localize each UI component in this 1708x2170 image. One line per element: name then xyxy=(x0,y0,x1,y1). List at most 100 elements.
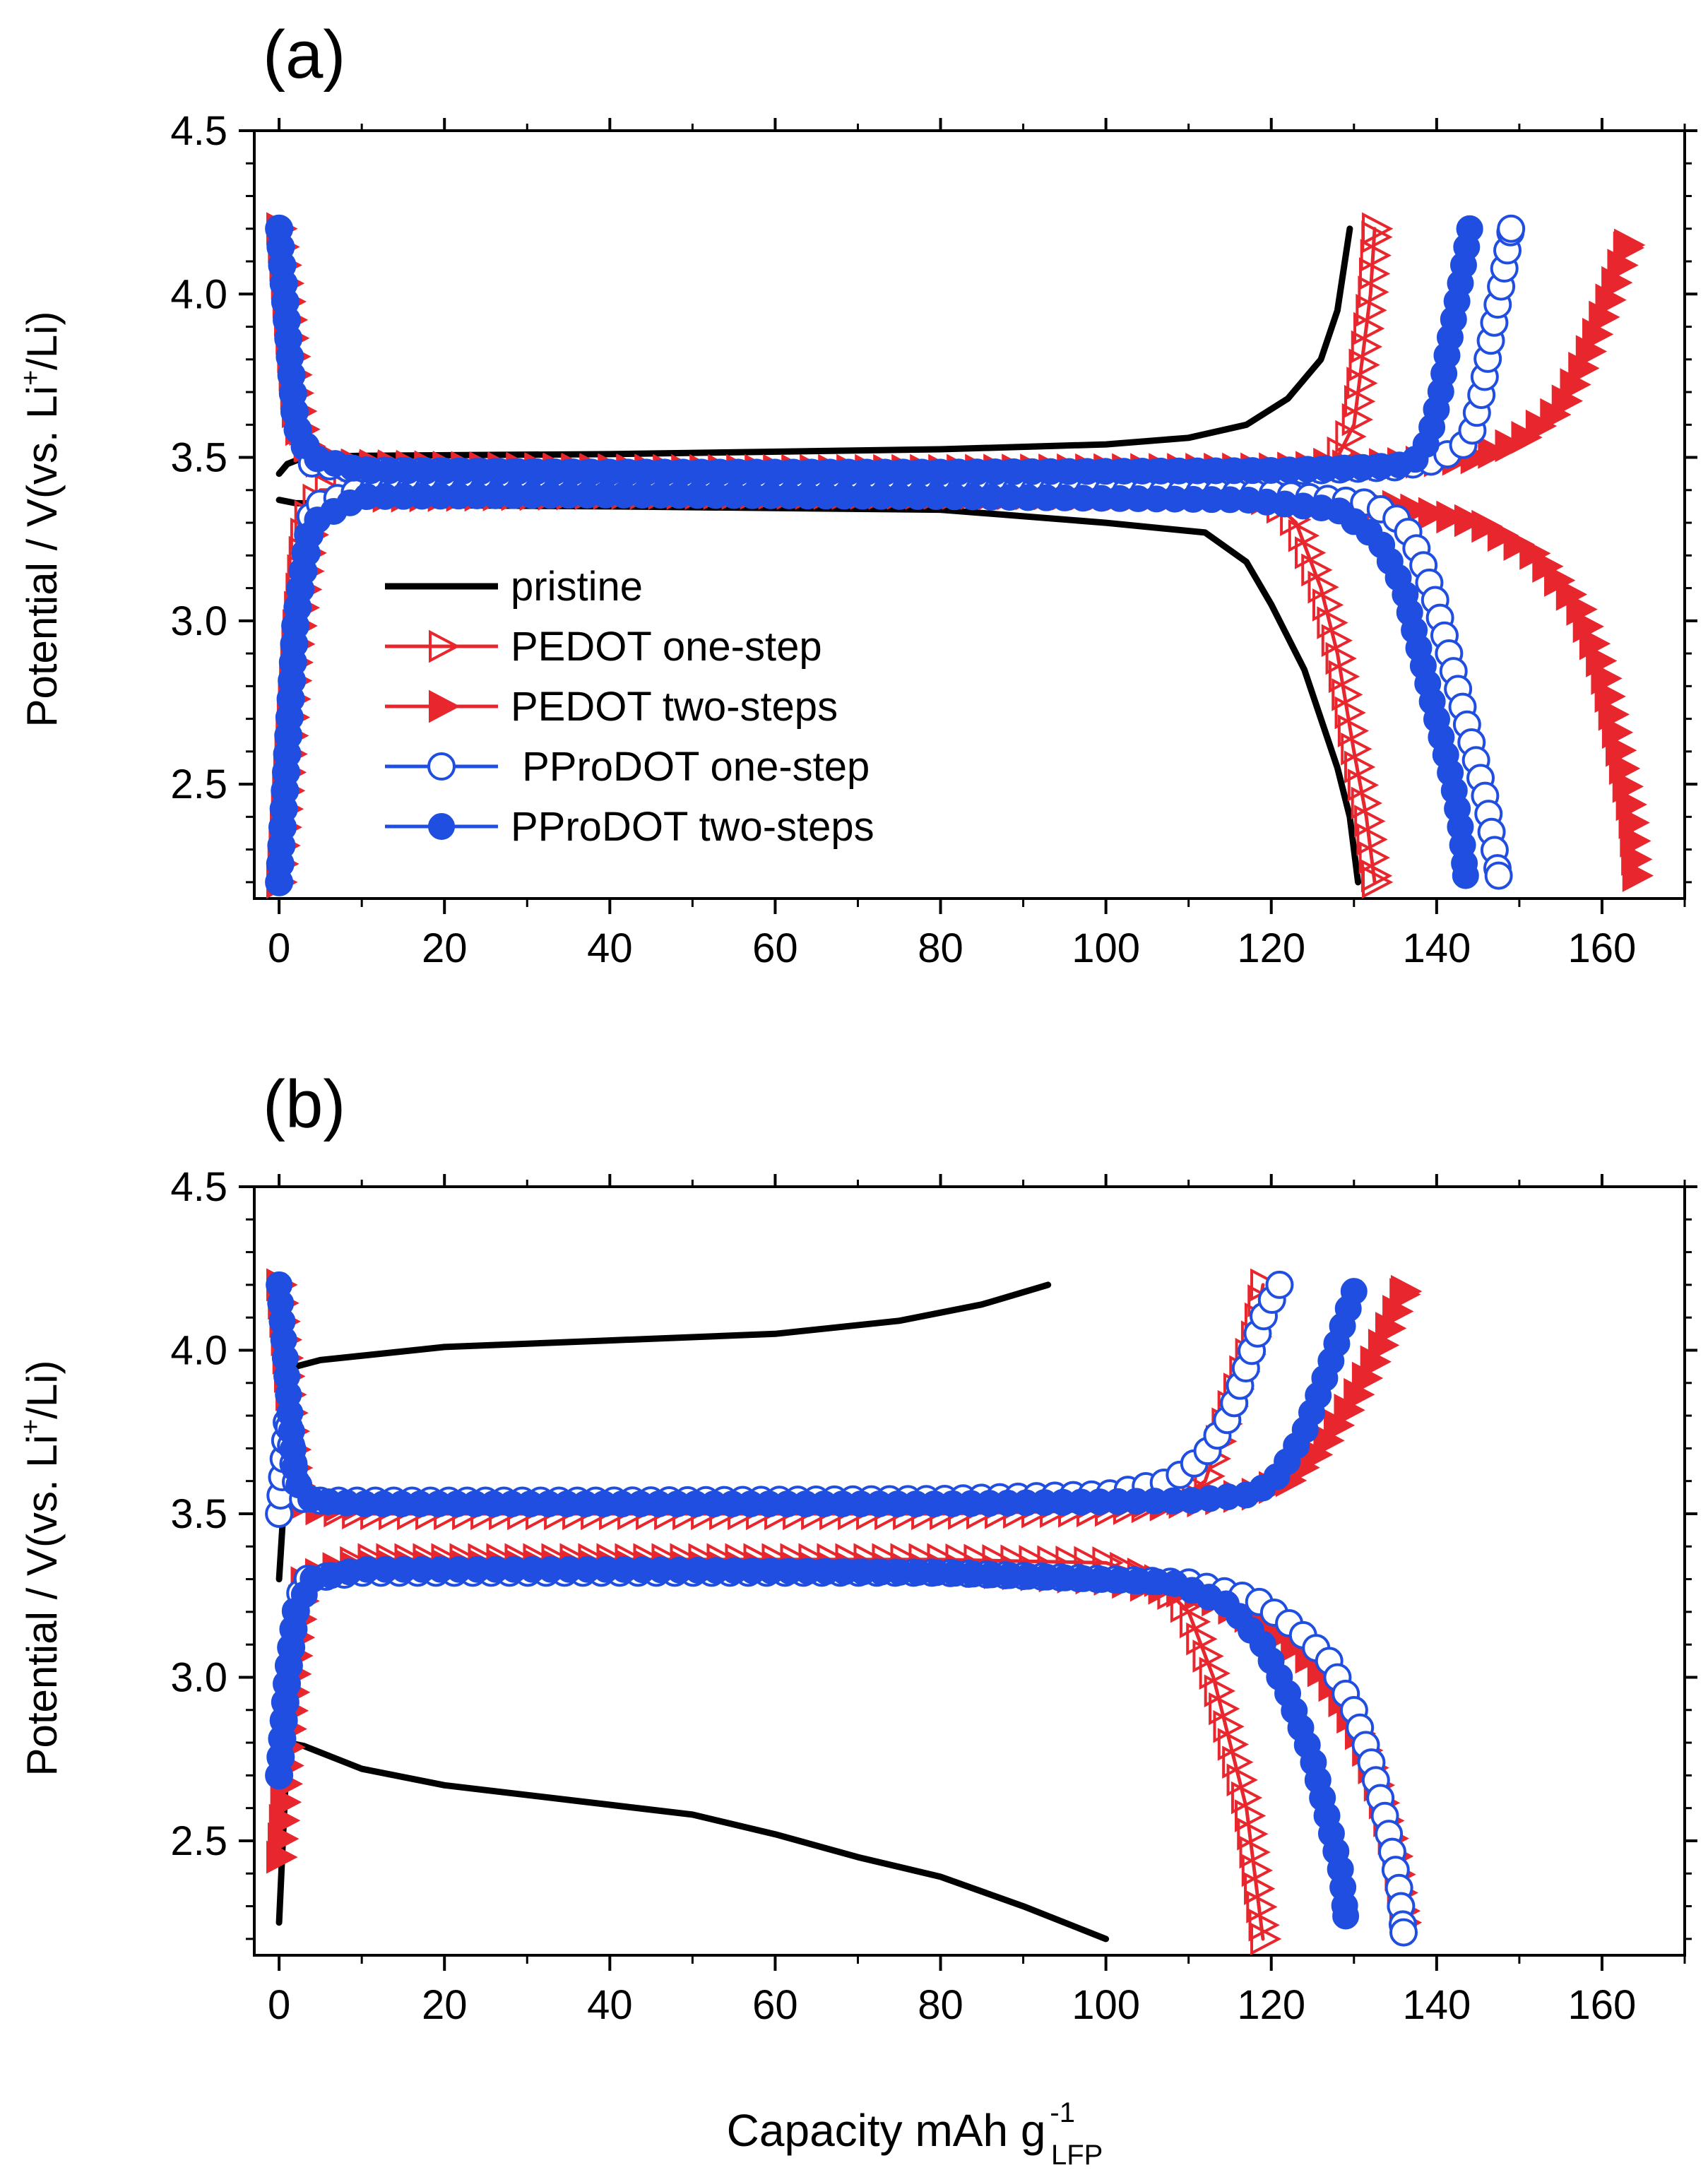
panel-b-label: (b) xyxy=(263,1067,345,1142)
panel-a-series-pprodot-two-steps xyxy=(266,215,1483,896)
panel-a-x-tick-label-100: 100 xyxy=(1072,925,1140,971)
panel-a-pedot-one-step-charge-marker-71 xyxy=(1341,403,1374,437)
panel-b-pedot-one-step-discharge-marker-83 xyxy=(1250,1922,1282,1955)
panel-b-x-tick-label-80: 80 xyxy=(918,1982,963,2028)
panel-b-pprodot-one-step-charge-marker-70 xyxy=(1265,1270,1294,1299)
panel-a-pedot-two-steps-charge-marker-78 xyxy=(1495,429,1526,463)
panel-a-pedot-one-step-charge-marker-80 xyxy=(1360,239,1392,272)
panel-b-x-tick-label-120: 120 xyxy=(1237,1982,1305,2028)
legend-item-pprodot-one-step: PProDOT one-step xyxy=(385,744,870,790)
panel-b-x-tick-label-20: 20 xyxy=(422,1982,468,2028)
panel-a-pedot-one-step-discharge-marker-83 xyxy=(1325,641,1357,675)
legend-item-pristine: pristine xyxy=(385,564,643,610)
panel-b-pprodot-one-step-discharge-marker-84 xyxy=(1389,1918,1418,1947)
panel-a-pprodot-one-step-charge-marker-89 xyxy=(1497,214,1526,243)
panel-a-pedot-one-step-charge-marker-72 xyxy=(1344,384,1376,418)
panel-a-pedot-one-step-discharge-marker-96 xyxy=(1362,865,1394,899)
panel-a-y-tick-label-4.5: 4.5 xyxy=(170,108,227,154)
panel-a-pedot-one-step-discharge-marker-84 xyxy=(1328,660,1360,694)
panel-a-pedot-one-step-discharge-marker-87 xyxy=(1337,714,1370,747)
panel-b-pprodot-two-steps-discharge-marker-80 xyxy=(1332,1902,1360,1930)
panel-a-pprodot-two-steps-discharge-marker-98 xyxy=(1452,862,1479,889)
panel-b-y-tick-label-4.0: 4.0 xyxy=(170,1327,227,1373)
panel-a-pedot-two-steps-discharge-marker-86 xyxy=(1503,528,1535,561)
panel-a-frame xyxy=(253,129,1686,900)
panel-a-x-tick-label-120: 120 xyxy=(1237,925,1305,971)
panel-a-pedot-one-step-charge-marker-79 xyxy=(1359,257,1391,290)
legend-label-pedot-one-step: PEDOT one-step xyxy=(511,624,822,670)
panel-b-x-tick-label-160: 160 xyxy=(1568,1982,1637,2028)
panel-a-pedot-one-step-charge-marker-74 xyxy=(1348,348,1380,381)
panel-b-x-tick-label-60: 60 xyxy=(752,1982,798,2028)
legend-item-pedot-two-steps: PEDOT two-steps xyxy=(385,684,838,730)
panel-a-pedot-one-step-discharge-marker-89 xyxy=(1344,750,1376,784)
panel-a-pedot-two-steps-charge-marker-77 xyxy=(1478,436,1510,469)
panel-a-x-tick-label-40: 40 xyxy=(587,925,633,971)
panel-b-y-tick-label-3.0: 3.0 xyxy=(170,1654,227,1700)
panel-a-legend: pristine PEDOT one-step PEDOT two-steps PP… xyxy=(385,564,874,850)
panel-a-pedot-one-step-charge-marker-73 xyxy=(1346,367,1378,400)
panel-a-pedot-one-step-charge-marker-78 xyxy=(1358,275,1389,309)
panel-a-pedot-two-steps-discharge-marker-85 xyxy=(1487,518,1519,552)
panel-a-pedot-one-step-charge-marker-82 xyxy=(1362,212,1394,246)
panel-a-pedot-two-steps-discharge-marker-81 xyxy=(1418,497,1450,530)
legend-item-pedot-one-step: PEDOT one-step xyxy=(385,624,822,670)
panel-b-pedot-one-step-discharge-marker-77 xyxy=(1237,1817,1269,1851)
panel-b-y-tick-label-3.5: 3.5 xyxy=(170,1491,227,1537)
panel-b-pedot-one-step-discharge-marker-81 xyxy=(1246,1890,1278,1923)
panel-a-x-tick-label-140: 140 xyxy=(1402,925,1471,971)
panel-b-pedot-one-step-discharge-marker-79 xyxy=(1241,1854,1274,1887)
legend-label-pedot-two-steps: PEDOT two-steps xyxy=(511,684,838,730)
panel-a-pedot-one-step-discharge-marker-92 xyxy=(1354,805,1386,838)
panel-a-pedot-one-step-charge-marker-75 xyxy=(1351,330,1383,364)
panel-a-pedot-two-steps-discharge-marker-82 xyxy=(1436,500,1468,534)
panel-a-pprodot-one-step-discharge-marker-101 xyxy=(1484,861,1513,890)
panel-b-pedot-one-step-discharge-marker-78 xyxy=(1239,1835,1271,1869)
legend-label-pprodot-two-steps: PProDOT two-steps xyxy=(511,804,874,850)
panel-a-pedot-one-step-discharge-marker-86 xyxy=(1334,696,1366,730)
panel-b-frame xyxy=(253,1185,1686,1957)
panel-a-pedot-one-step-discharge-marker-94 xyxy=(1358,841,1390,874)
panel-a-pedot-one-step-charge-marker-76 xyxy=(1353,312,1385,345)
panel-a-series-layer xyxy=(265,212,1654,899)
legend-swatch-marker-pedot-one-step xyxy=(429,629,461,663)
legend-label-pristine: pristine xyxy=(511,564,643,610)
panel-b-ylabel: Potential / V(vs. Li+/Li) xyxy=(16,1360,66,1776)
panel-a-pedot-two-steps-charge-marker-92 xyxy=(1614,228,1646,262)
panel-a-x-tick-label-0: 0 xyxy=(268,925,290,971)
panel-a-y-tick-label-3.0: 3.0 xyxy=(170,598,227,644)
panel-a-pedot-two-steps-discharge-marker-83 xyxy=(1454,504,1486,538)
panel-b-series-pprodot-two-steps xyxy=(266,1271,1368,1930)
panel-b-x-tick-label-100: 100 xyxy=(1072,1982,1140,2028)
panel-b-x-tick-label-40: 40 xyxy=(587,1982,633,2028)
panel-a-pprodot-two-steps-charge-marker-87 xyxy=(1456,215,1483,242)
panel-a-x-tick-label-60: 60 xyxy=(752,925,798,971)
panel-a: (a) Potential / V(vs. Li+/Li) 0 20 40 60 80 1… xyxy=(16,17,1697,971)
panel-a-plot-area: 0 20 40 60 80 100 120 140 160 2.5 3.0 3.5 4.0 4.5 pris… xyxy=(170,108,1697,971)
panel-b-pedot-two-steps-charge-marker-79 xyxy=(1391,1274,1423,1308)
panel-a-pedot-one-step-discharge-marker-93 xyxy=(1356,823,1388,856)
legend-swatch-marker-pprodot-two-steps xyxy=(428,813,455,840)
panel-a-ylabel: Potential / V(vs. Li+/Li) xyxy=(16,311,66,727)
legend-item-pprodot-two-steps: PProDOT two-steps xyxy=(385,804,874,850)
panel-a-x-tick-label-20: 20 xyxy=(422,925,468,971)
panel-a-y-tick-label-3.5: 3.5 xyxy=(170,435,227,481)
panel-a-x-tick-label-160: 160 xyxy=(1568,925,1637,971)
panel-b-pedot-one-step-discharge-marker-75 xyxy=(1230,1781,1263,1815)
legend-swatch-marker-pprodot-one-step xyxy=(427,752,456,781)
panel-b-plot-area: 0 20 40 60 80 100 120 140 160 2.5 3.0 3.5 4.0 4.5 xyxy=(170,1164,1697,2028)
panel-a-pedot-one-step-discharge-marker-88 xyxy=(1341,732,1372,766)
panel-a-y-tick-label-4.0: 4.0 xyxy=(170,271,227,317)
panel-a-pedot-two-steps-discharge-marker-84 xyxy=(1471,509,1503,543)
panel-b: (b) Potential / V(vs. Li+/Li) 0 20 40 60 80 1… xyxy=(16,1067,1697,2028)
panel-b-pprodot-two-steps-charge-marker-76 xyxy=(1340,1278,1368,1305)
panel-a-y-tick-label-2.5: 2.5 xyxy=(170,761,227,807)
legend-swatch-marker-pedot-two-steps xyxy=(429,689,461,723)
panel-b-series-layer xyxy=(265,1268,1423,1955)
x-axis-label: Capacity mAh g -1 LFP xyxy=(727,2097,1103,2170)
panel-a-pedot-one-step-discharge-marker-82 xyxy=(1321,624,1353,658)
panel-a-pedot-one-step-charge-marker-77 xyxy=(1356,293,1387,327)
panel-b-y-tick-label-2.5: 2.5 xyxy=(170,1818,227,1864)
panel-a-pedot-one-step-discharge-marker-91 xyxy=(1351,786,1382,820)
